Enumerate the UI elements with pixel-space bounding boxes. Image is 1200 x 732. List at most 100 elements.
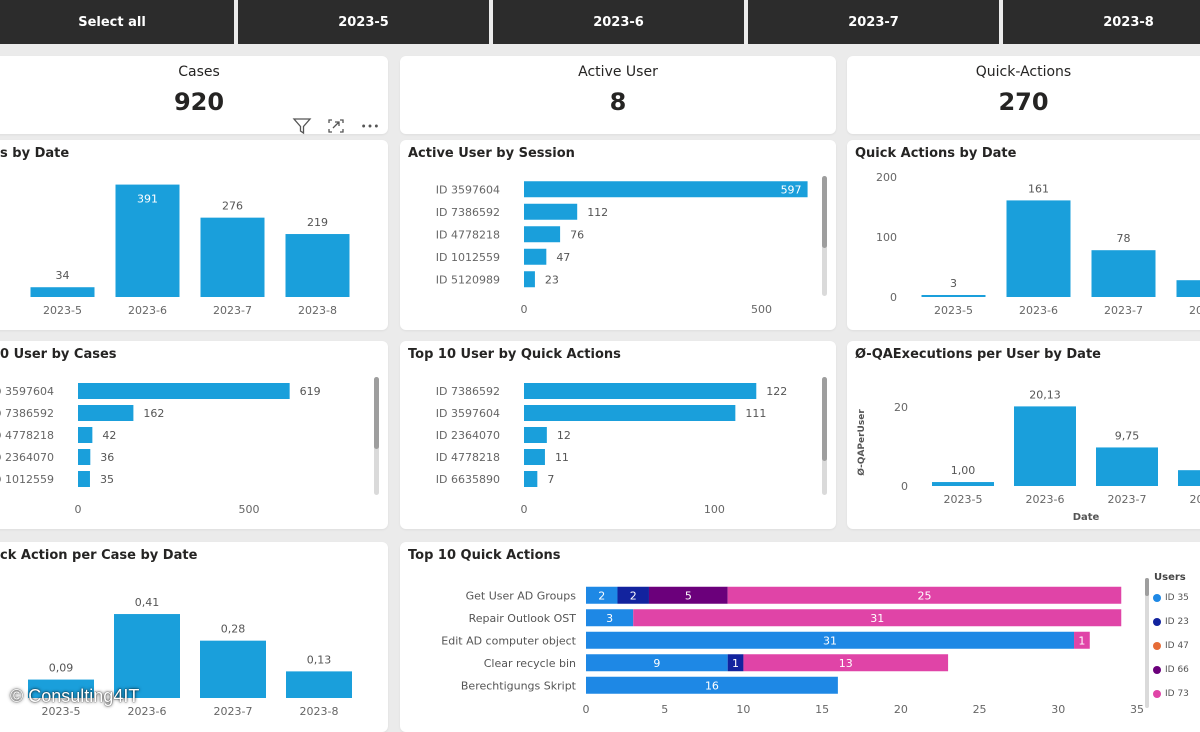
x-tick-label: 10 <box>736 703 750 716</box>
x-tick-label: 30 <box>1051 703 1065 716</box>
y-tick-label: 20 <box>894 401 908 414</box>
kpi-label: Cases <box>0 64 388 80</box>
x-tick-label: 2023-6 <box>1019 304 1058 317</box>
bar <box>78 427 92 443</box>
data-label: 3 <box>950 277 957 290</box>
x-tick-label: 20 <box>894 703 908 716</box>
kpi-card-active-user[interactable]: Active User 8 <box>400 56 836 134</box>
category-label: ID 3597604 <box>436 183 500 196</box>
slicer-tab-2023-7[interactable]: 2023-7 <box>748 0 999 44</box>
x-tick-label: 35 <box>1130 703 1144 716</box>
date-slicer: Select all 2023-5 2023-6 2023-7 2023-8 <box>0 0 1200 44</box>
legend-item[interactable]: ID 47 <box>1153 641 1189 651</box>
data-label: 0,13 <box>307 653 332 666</box>
category-label: ID 4778218 <box>436 228 500 241</box>
y-axis-title: Ø-QAPerUser <box>856 409 867 476</box>
bar <box>524 449 545 465</box>
legend-scrollbar[interactable] <box>1145 578 1149 708</box>
copyright-watermark: © Consulting4IT <box>10 686 139 707</box>
bar <box>200 641 266 698</box>
legend-dot <box>1153 642 1161 650</box>
filter-icon[interactable] <box>292 116 312 136</box>
data-label: 11 <box>555 451 569 464</box>
legend-scrollbar-thumb[interactable] <box>1145 578 1149 596</box>
x-tick-label: 2023-7 <box>214 705 253 718</box>
data-label: 35 <box>100 473 114 486</box>
focus-mode-icon[interactable] <box>326 116 346 136</box>
scrollbar-thumb[interactable] <box>822 377 827 461</box>
scrollbar[interactable] <box>822 377 827 495</box>
data-label: 23 <box>545 273 559 286</box>
data-label: 36 <box>100 451 114 464</box>
segment-label: 2 <box>598 589 605 602</box>
legend-label: ID 35 <box>1165 593 1189 603</box>
legend-label: ID 73 <box>1165 689 1189 699</box>
data-label: 161 <box>1028 182 1049 195</box>
legend-dot <box>1153 690 1161 698</box>
category-label: Get User AD Groups <box>466 589 577 602</box>
x-tick-label: 2023-5 <box>934 304 973 317</box>
legend-item[interactable]: ID 66 <box>1153 665 1189 675</box>
data-label: 42 <box>102 429 116 442</box>
kpi-value: 8 <box>400 88 836 116</box>
segment-label: 3 <box>606 612 613 625</box>
chart-card-top10-user-by-cases[interactable]: 0 User by Cases D 3597604619D 7386592162… <box>0 341 388 529</box>
data-label: 78 <box>1117 232 1131 245</box>
kpi-card-quick-actions[interactable]: Quick-Actions 270 <box>847 56 1200 134</box>
kpi-label: Quick-Actions <box>847 64 1200 80</box>
data-label: 0,28 <box>221 623 246 636</box>
segment-label: 1 <box>732 657 739 670</box>
legend-label: ID 23 <box>1165 617 1189 627</box>
legend-item[interactable]: ID 23 <box>1153 617 1189 627</box>
top10-user-by-cases-chart: D 3597604619D 7386592162D 477821842D 236… <box>0 341 388 529</box>
slicer-tab-select-all[interactable]: Select all <box>0 0 234 44</box>
slicer-tab-2023-6[interactable]: 2023-6 <box>493 0 744 44</box>
scrollbar[interactable] <box>822 176 827 296</box>
legend-dot <box>1153 618 1161 626</box>
bar <box>286 671 352 698</box>
more-options-icon[interactable] <box>360 116 380 136</box>
legend-dot <box>1153 666 1161 674</box>
x-tick-label: 0 <box>583 703 590 716</box>
category-label: D 3597604 <box>0 385 54 398</box>
category-label: Edit AD computer object <box>441 634 576 647</box>
x-axis-title: Date <box>1073 512 1100 523</box>
category-label: D 7386592 <box>0 407 54 420</box>
scrollbar-thumb[interactable] <box>374 377 379 449</box>
segment-label: 13 <box>839 657 853 670</box>
legend-item[interactable]: ID 73 <box>1153 689 1189 699</box>
slicer-tab-2023-5[interactable]: 2023-5 <box>238 0 489 44</box>
x-tick-label: 2023-6 <box>1026 493 1065 506</box>
scrollbar[interactable] <box>374 377 379 495</box>
bar <box>286 234 350 297</box>
bar <box>201 218 265 297</box>
slicer-tab-2023-8[interactable]: 2023-8 <box>1003 0 1200 44</box>
visual-header <box>288 113 392 139</box>
x-tick-label: 0 <box>521 503 528 516</box>
scrollbar-thumb[interactable] <box>822 176 827 248</box>
category-label: Berechtigungs Skript <box>461 679 577 692</box>
category-label: ID 7386592 <box>436 206 500 219</box>
y-tick-label: 0 <box>890 291 897 304</box>
legend-item[interactable]: ID 35 <box>1153 593 1189 603</box>
x-tick-label: 2023-7 <box>1108 493 1147 506</box>
segment-label: 31 <box>823 634 837 647</box>
bar <box>524 427 547 443</box>
bar <box>524 226 560 242</box>
bar <box>78 383 290 399</box>
bar <box>524 383 756 399</box>
data-label: 391 <box>137 193 158 206</box>
segment-label: 1 <box>1078 634 1085 647</box>
y-tick-label: 0 <box>901 480 908 493</box>
data-label: 111 <box>745 407 766 420</box>
bar <box>1178 470 1200 486</box>
kpi-label: Active User <box>400 64 836 80</box>
